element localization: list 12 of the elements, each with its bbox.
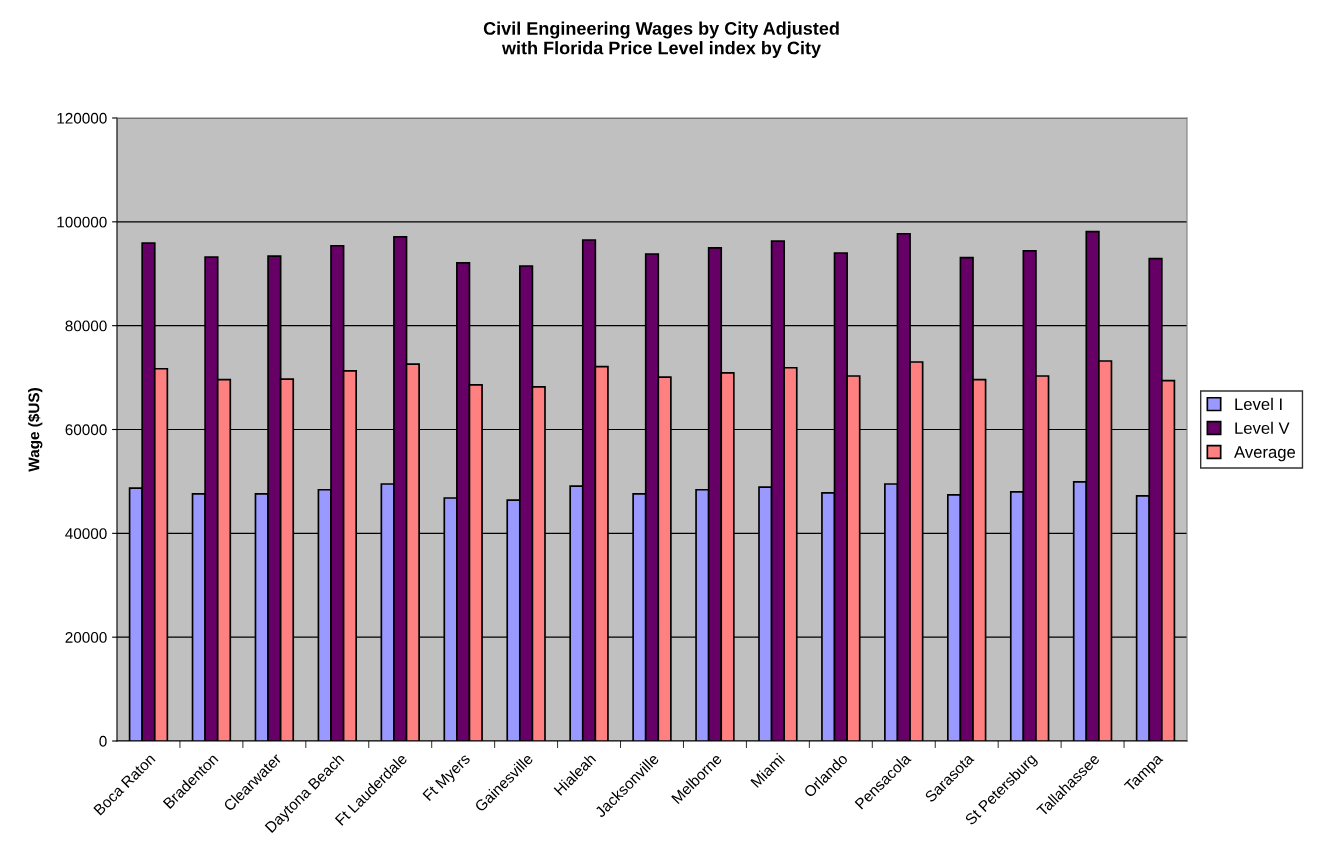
legend-label: Average <box>1234 446 1296 462</box>
legend-label: Level I <box>1235 397 1282 411</box>
legend-label: Level V <box>1235 421 1290 435</box>
y-tick-label: 80000 <box>65 320 107 332</box>
y-tick-label: 100000 <box>57 216 107 228</box>
y-tick-label: 120000 <box>57 112 107 124</box>
chart-title: Civil Engineering Wages by City Adjusted with Florida Price Level index by City <box>483 21 839 58</box>
y-tick-label: 60000 <box>65 424 107 436</box>
y-tick-label: 0 <box>99 735 107 747</box>
y-tick-label: 20000 <box>65 632 107 643</box>
y-tick-label: 40000 <box>65 528 107 540</box>
y-axis-title: Wage ($US) <box>27 388 43 472</box>
